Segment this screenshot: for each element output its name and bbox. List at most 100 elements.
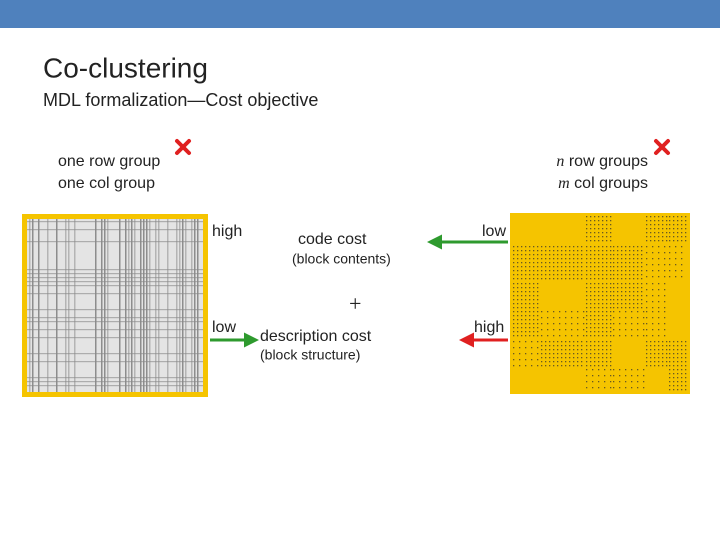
texture	[673, 349, 675, 351]
texture	[613, 375, 615, 377]
texture	[641, 262, 643, 264]
texture	[617, 307, 619, 309]
texture	[658, 335, 660, 337]
texture	[646, 335, 648, 337]
texture	[525, 341, 527, 343]
texture	[573, 353, 575, 355]
texture	[654, 361, 656, 363]
texture	[549, 262, 551, 264]
texture	[594, 349, 596, 351]
texture	[633, 246, 635, 248]
texture	[652, 311, 654, 313]
texture	[629, 258, 631, 260]
texture	[641, 254, 643, 256]
texture	[594, 341, 596, 343]
texture	[557, 274, 559, 276]
texture	[625, 335, 627, 337]
texture	[602, 291, 604, 293]
texture	[602, 254, 604, 256]
texture	[646, 307, 648, 309]
texture	[547, 323, 549, 325]
texture	[629, 274, 631, 276]
texture	[27, 317, 203, 319]
texture	[590, 361, 592, 363]
texture	[577, 329, 579, 331]
texture	[606, 258, 608, 260]
texture	[669, 361, 671, 363]
texture	[641, 250, 643, 252]
texture	[541, 361, 543, 363]
texture	[594, 361, 596, 363]
texture	[673, 373, 675, 375]
texture	[577, 246, 579, 248]
texture	[167, 219, 169, 392]
texture	[602, 266, 604, 268]
texture	[581, 254, 583, 256]
texture	[666, 345, 668, 347]
texture	[658, 224, 660, 226]
texture	[669, 220, 671, 222]
texture	[613, 317, 615, 319]
texture	[537, 347, 539, 349]
texture	[559, 329, 561, 331]
texture	[549, 274, 551, 276]
texture	[669, 365, 671, 367]
texture	[581, 361, 583, 363]
texture	[27, 273, 203, 275]
texture	[586, 307, 588, 309]
texture	[537, 287, 539, 289]
texture	[666, 357, 668, 359]
texture	[664, 246, 666, 248]
texture	[541, 278, 543, 280]
texture	[27, 329, 203, 331]
texture	[537, 274, 539, 276]
texture	[529, 254, 531, 256]
texture	[625, 287, 627, 289]
texture	[646, 236, 648, 238]
texture	[176, 219, 178, 392]
texture	[529, 327, 531, 329]
texture	[664, 295, 666, 297]
texture	[602, 216, 604, 218]
texture	[513, 307, 515, 309]
texture	[521, 270, 523, 272]
texture	[586, 270, 588, 272]
texture	[581, 246, 583, 248]
texture	[27, 221, 203, 223]
texture	[658, 311, 660, 313]
texture	[681, 341, 683, 343]
texture	[581, 274, 583, 276]
texture	[637, 274, 639, 276]
texture	[557, 357, 559, 359]
texture	[547, 311, 549, 313]
texture	[677, 377, 679, 379]
texture	[537, 262, 539, 264]
texture	[658, 228, 660, 230]
texture	[654, 224, 656, 226]
texture	[666, 228, 668, 230]
texture	[602, 283, 604, 285]
texture	[557, 250, 559, 252]
texture	[673, 216, 675, 218]
texture	[557, 258, 559, 260]
texture	[525, 246, 527, 248]
texture	[598, 303, 600, 305]
texture	[553, 361, 555, 363]
texture	[549, 246, 551, 248]
texture	[545, 266, 547, 268]
texture	[613, 262, 615, 264]
texture	[537, 246, 539, 248]
texture	[569, 345, 571, 347]
texture	[573, 250, 575, 252]
texture	[598, 291, 600, 293]
texture	[617, 303, 619, 305]
level-label: high	[212, 223, 242, 240]
texture	[646, 252, 648, 254]
texture	[652, 270, 654, 272]
texture	[545, 270, 547, 272]
texture	[606, 228, 608, 230]
texture	[664, 258, 666, 260]
texture	[681, 353, 683, 355]
texture	[604, 381, 606, 383]
texture	[541, 274, 543, 276]
